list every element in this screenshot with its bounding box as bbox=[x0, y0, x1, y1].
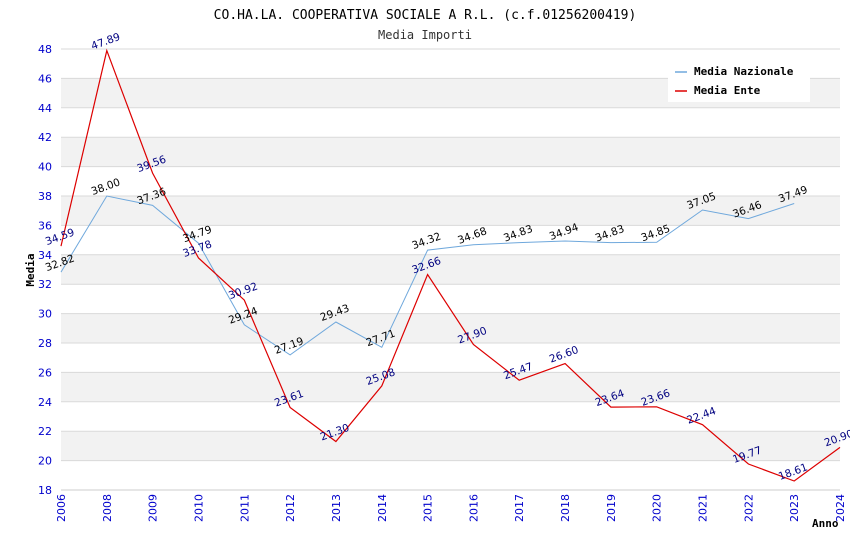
grid-bands bbox=[61, 78, 840, 461]
chart-title: CO.HA.LA. COOPERATIVA SOCIALE A R.L. (c.… bbox=[214, 8, 637, 23]
x-tick-label: 2015 bbox=[422, 494, 435, 522]
y-tick-label: 28 bbox=[38, 337, 52, 350]
x-tick-label: 2019 bbox=[605, 494, 618, 522]
data-label-nazionale: 34.83 bbox=[594, 223, 626, 245]
y-tick-label: 26 bbox=[38, 366, 52, 379]
x-tick-label: 2018 bbox=[559, 494, 572, 522]
x-axis-label: Anno bbox=[812, 517, 839, 530]
legend-label-ente: Media Ente bbox=[694, 84, 761, 97]
data-label-nazionale: 34.85 bbox=[640, 223, 672, 245]
legend-label-nazionale: Media Nazionale bbox=[694, 65, 794, 78]
series-line-ente bbox=[60, 48, 841, 482]
x-tick-label: 2024 bbox=[834, 494, 847, 522]
data-label-ente: 18.61 bbox=[777, 461, 809, 483]
grid-band bbox=[61, 196, 840, 226]
y-tick-label: 44 bbox=[38, 102, 52, 115]
x-tick-label: 2023 bbox=[788, 494, 801, 522]
y-tick-label: 24 bbox=[38, 396, 52, 409]
x-tick-label: 2011 bbox=[238, 494, 251, 522]
y-tick-label: 22 bbox=[38, 425, 52, 438]
grid-lines bbox=[61, 48, 840, 491]
legend-box bbox=[668, 60, 810, 102]
data-label-nazionale: 34.68 bbox=[456, 225, 488, 247]
x-tick-label: 2009 bbox=[147, 494, 160, 522]
legend: Media Nazionale Media Ente bbox=[668, 60, 810, 102]
grid-band bbox=[61, 137, 840, 167]
x-tick-label: 2013 bbox=[330, 494, 343, 522]
x-tick-label: 2022 bbox=[742, 494, 755, 522]
y-tick-label: 46 bbox=[38, 72, 52, 85]
grid-band bbox=[61, 431, 840, 461]
x-tick-label: 2016 bbox=[467, 494, 480, 522]
grid-band bbox=[61, 313, 840, 343]
grid-band bbox=[61, 254, 840, 285]
chart-subtitle: Media Importi bbox=[378, 28, 472, 42]
y-tick-label: 40 bbox=[38, 161, 52, 174]
y-tick-label: 30 bbox=[38, 308, 52, 321]
y-tick-label: 34 bbox=[38, 249, 52, 262]
y-axis-label: Media bbox=[24, 253, 37, 286]
data-label-ente: 22.44 bbox=[685, 405, 718, 427]
y-tick-label: 48 bbox=[38, 43, 52, 56]
x-tick-label: 2008 bbox=[101, 494, 114, 522]
x-tick-label: 2006 bbox=[55, 494, 68, 522]
x-tick-label: 2020 bbox=[651, 494, 664, 522]
x-tick-label: 2017 bbox=[513, 494, 526, 522]
x-tick-label: 2021 bbox=[697, 494, 710, 522]
y-tick-label: 38 bbox=[38, 190, 52, 203]
y-tick-label: 32 bbox=[38, 278, 52, 291]
series-lines bbox=[60, 48, 841, 482]
data-label-nazionale: 34.83 bbox=[502, 223, 534, 245]
x-tick-label: 2014 bbox=[376, 494, 389, 522]
grid-band bbox=[61, 372, 840, 402]
y-tick-label: 42 bbox=[38, 131, 52, 144]
x-tick-label: 2012 bbox=[284, 494, 297, 522]
data-label-ente: 26.60 bbox=[548, 344, 580, 366]
y-tick-label: 36 bbox=[38, 219, 52, 232]
x-tick-labels: 2006 2008 2009 2010 2011 2012 2013 2014 2015 2016… bbox=[55, 494, 847, 522]
y-tick-label: 20 bbox=[38, 455, 52, 468]
x-tick-label: 2010 bbox=[192, 494, 205, 522]
data-label-nazionale: 38.00 bbox=[90, 176, 122, 198]
y-tick-label: 18 bbox=[38, 484, 52, 497]
y-tick-labels: 18 20 22 24 26 28 30 32 34 36 38 40 42 44 46 48 bbox=[38, 43, 52, 497]
